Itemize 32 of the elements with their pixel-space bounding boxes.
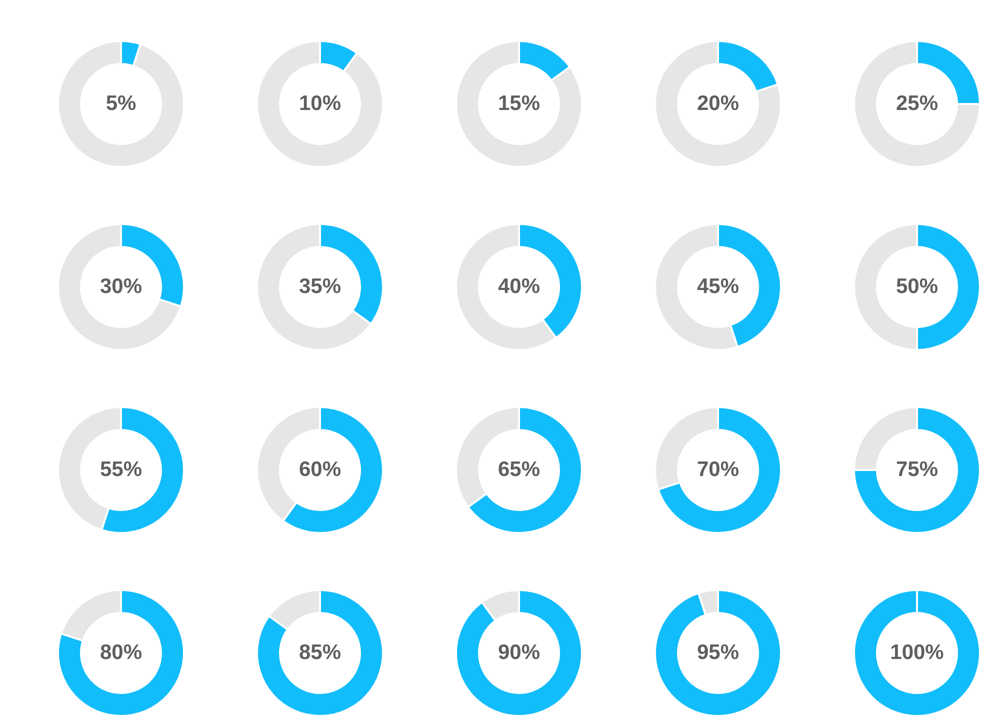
- donut-slice: [57, 40, 185, 168]
- donut-slice: [455, 589, 583, 717]
- donut-slice: [853, 406, 981, 534]
- data-label: 100%: [890, 641, 944, 664]
- data-label: 90%: [498, 641, 540, 664]
- data-label: 75%: [896, 458, 938, 481]
- data-label: 70%: [696, 458, 740, 481]
- data-label: 80%: [100, 641, 142, 664]
- data-label: 50%: [896, 275, 938, 298]
- donut-slice: [57, 589, 185, 717]
- donut-slice: [57, 223, 182, 351]
- donut-slice: [256, 589, 384, 717]
- donut-slice: [657, 406, 782, 534]
- data-label: 15%: [498, 92, 540, 115]
- data-label: 35%: [298, 275, 342, 298]
- data-label: 5%: [106, 92, 136, 115]
- data-label: 95%: [696, 641, 740, 664]
- donut-slice: [455, 40, 583, 168]
- data-label: 10%: [298, 92, 342, 115]
- data-label: 20%: [696, 92, 740, 115]
- donut-slice: [654, 589, 782, 717]
- data-label: 25%: [896, 92, 938, 115]
- data-label: 65%: [498, 458, 540, 481]
- data-label: 85%: [298, 641, 342, 664]
- donut-slice: [654, 40, 782, 168]
- data-label: 40%: [498, 275, 540, 298]
- donut-slice: [256, 40, 384, 168]
- data-label: 45%: [696, 275, 740, 298]
- data-label: 60%: [298, 458, 342, 481]
- donut-slice: [853, 40, 981, 168]
- data-label: 30%: [100, 275, 142, 298]
- data-label: 55%: [100, 458, 142, 481]
